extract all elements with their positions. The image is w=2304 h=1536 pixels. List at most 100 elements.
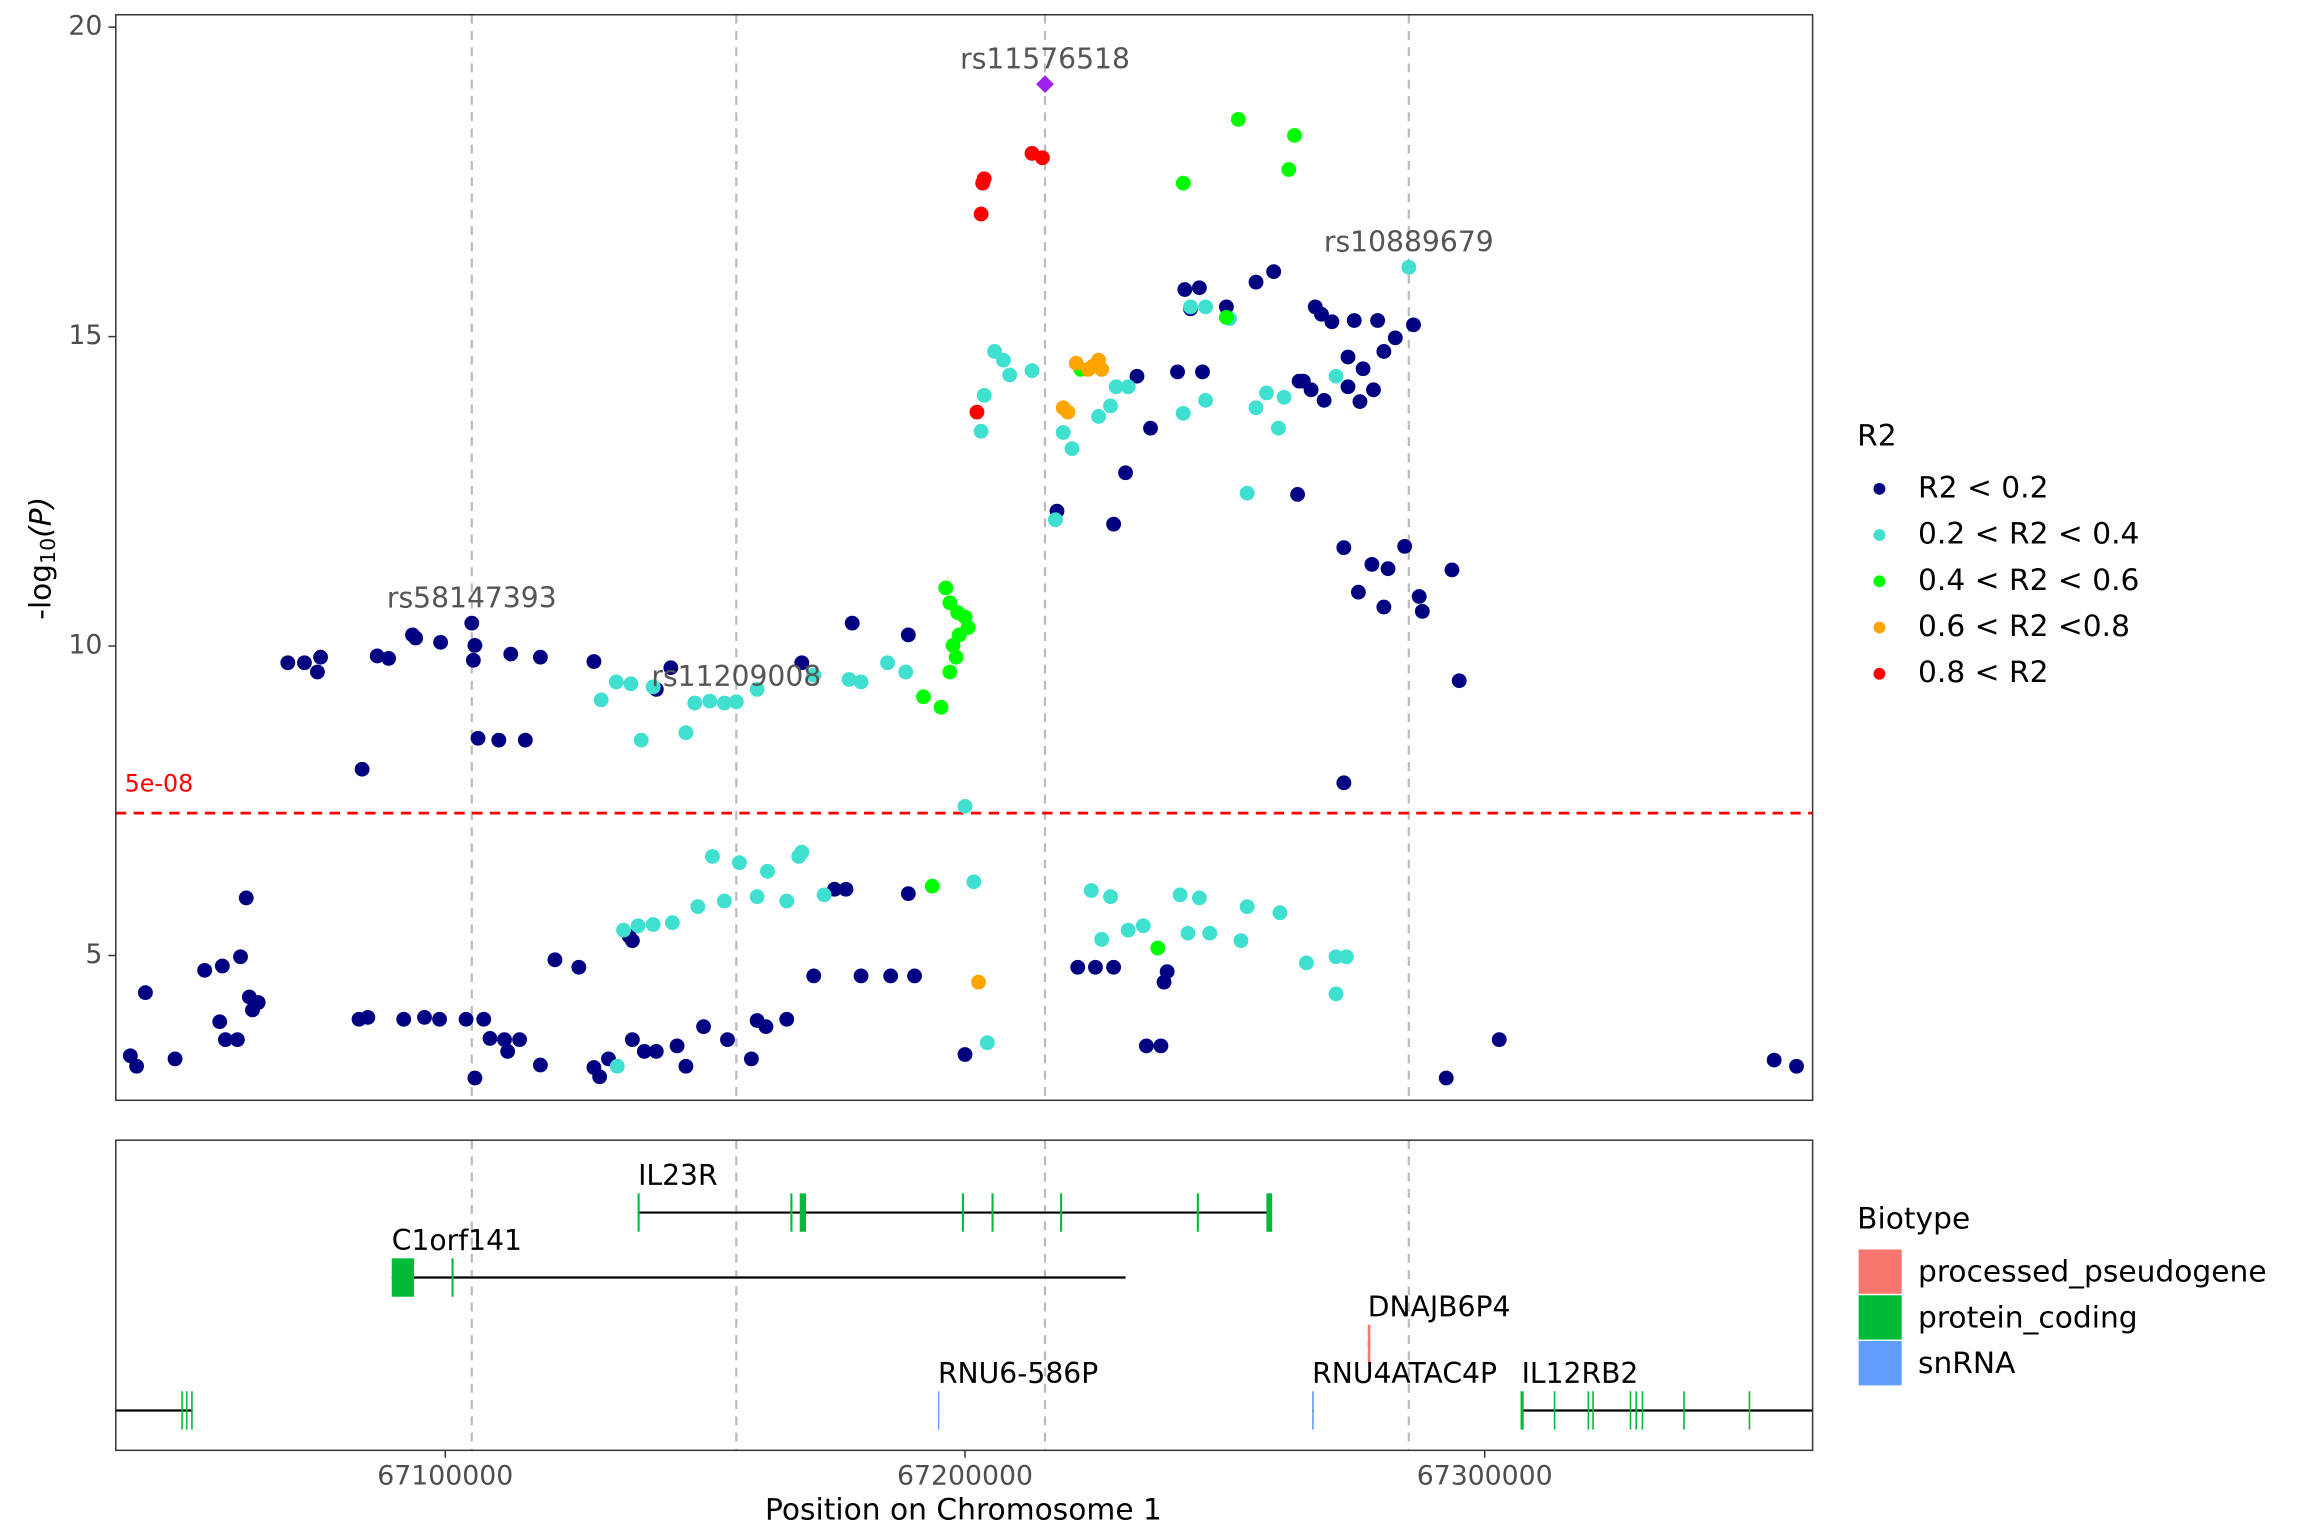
snp-point: [517, 732, 533, 748]
snp-point: [720, 1032, 735, 1048]
y-tick-label: 15: [68, 320, 102, 351]
snp-point: [948, 649, 964, 665]
snp-point: [669, 1038, 685, 1054]
snp-point: [1376, 599, 1392, 615]
snp-point: [791, 849, 807, 864]
snp-point: [1401, 259, 1417, 275]
gene-label: C1orf141: [392, 1224, 522, 1257]
snp-point: [636, 1044, 652, 1059]
snp-point: [1024, 363, 1040, 379]
x-tick-label: 67300000: [1417, 1460, 1553, 1491]
snp-point: [297, 655, 312, 671]
assoc-plot-area: [115, 14, 1813, 1101]
snp-point: [470, 730, 486, 746]
snp-point: [1129, 368, 1145, 384]
snp-point: [433, 634, 449, 650]
exon: [391, 1258, 415, 1297]
gene-label: DNAJB6P4: [1368, 1291, 1511, 1324]
snp-point: [1195, 364, 1210, 380]
snp-point: [806, 968, 822, 984]
snp-point: [1414, 603, 1430, 619]
snp-point: [1118, 465, 1133, 481]
snp-point: [167, 1051, 183, 1067]
snp-point: [1451, 673, 1467, 689]
gene-label: RNU4ATAC4P: [1312, 1357, 1497, 1390]
snp-point: [1287, 128, 1302, 143]
threshold-label: 5e-08: [125, 770, 194, 798]
snp-point: [250, 995, 266, 1010]
snp-point: [1034, 150, 1050, 166]
snp-point: [1047, 512, 1063, 528]
snp-point: [1290, 487, 1306, 502]
snp-point: [1106, 959, 1122, 975]
snp-point: [996, 352, 1011, 368]
snp-point: [608, 674, 624, 690]
snp-point: [465, 652, 481, 668]
snp-point: [853, 674, 869, 690]
snp-point: [1444, 562, 1460, 578]
snp-point: [1376, 344, 1392, 359]
exon: [1587, 1391, 1590, 1430]
snp-point: [313, 649, 328, 665]
exon: [799, 1193, 806, 1232]
snp-point: [663, 660, 679, 676]
snp-point: [1328, 986, 1344, 1002]
snp-point: [883, 968, 899, 984]
snp-point: [853, 968, 869, 984]
snp-point: [1103, 889, 1118, 905]
snp-point: [749, 889, 765, 905]
snp-point: [1364, 556, 1380, 572]
snp-point: [880, 655, 895, 671]
snp-point: [623, 676, 639, 692]
legend-swatch: [1858, 1341, 1902, 1386]
snp-point: [1108, 379, 1124, 395]
snp-point: [1397, 539, 1413, 554]
snp-point: [728, 694, 744, 710]
snp-point: [1272, 905, 1288, 921]
snp-point: [794, 655, 810, 671]
snp-point: [1177, 282, 1193, 297]
snp-point: [1202, 925, 1218, 941]
exon: [1266, 1193, 1273, 1232]
snp-point: [973, 206, 989, 222]
snp-point: [945, 638, 961, 653]
exon: [1553, 1391, 1556, 1430]
legend-label: 0.6 < R2 <0.8: [1918, 609, 2130, 643]
snp-point: [1159, 964, 1175, 979]
snp-point: [432, 1011, 447, 1027]
snp-point: [214, 958, 230, 974]
snp-point: [592, 1069, 608, 1085]
snp-point: [417, 1009, 432, 1025]
snp-point: [957, 1047, 973, 1062]
snp-point: [907, 968, 922, 984]
snp-point: [633, 732, 649, 748]
snp-point: [1085, 358, 1101, 374]
snp-point: [497, 1032, 512, 1048]
snp-point: [571, 959, 587, 975]
snp-point: [957, 798, 973, 814]
snp-point: [1172, 887, 1188, 903]
legend-marker: [1873, 575, 1886, 588]
snp-point: [1350, 584, 1366, 600]
snp-point: [233, 949, 248, 965]
snp-point: [1088, 959, 1103, 975]
snp-point: [1291, 373, 1307, 389]
gene-label: IL12RB2: [1522, 1357, 1639, 1390]
snp-point: [476, 1011, 492, 1027]
snp-annotation: rs11576518: [960, 43, 1130, 76]
snp-point: [942, 664, 958, 680]
snp-point: [1789, 1058, 1804, 1074]
exon: [1520, 1391, 1524, 1430]
snp-point: [238, 890, 254, 906]
snp-point: [1153, 1038, 1169, 1054]
legend-label: snRNA: [1918, 1346, 2016, 1380]
y-label-part: (P): [23, 497, 57, 538]
snp-point: [915, 689, 931, 705]
snp-point: [1303, 382, 1319, 398]
snp-point: [1346, 313, 1362, 328]
snp-point: [975, 175, 991, 191]
legend-swatch: [1858, 1249, 1902, 1294]
legend-swatch: [1858, 1295, 1902, 1340]
